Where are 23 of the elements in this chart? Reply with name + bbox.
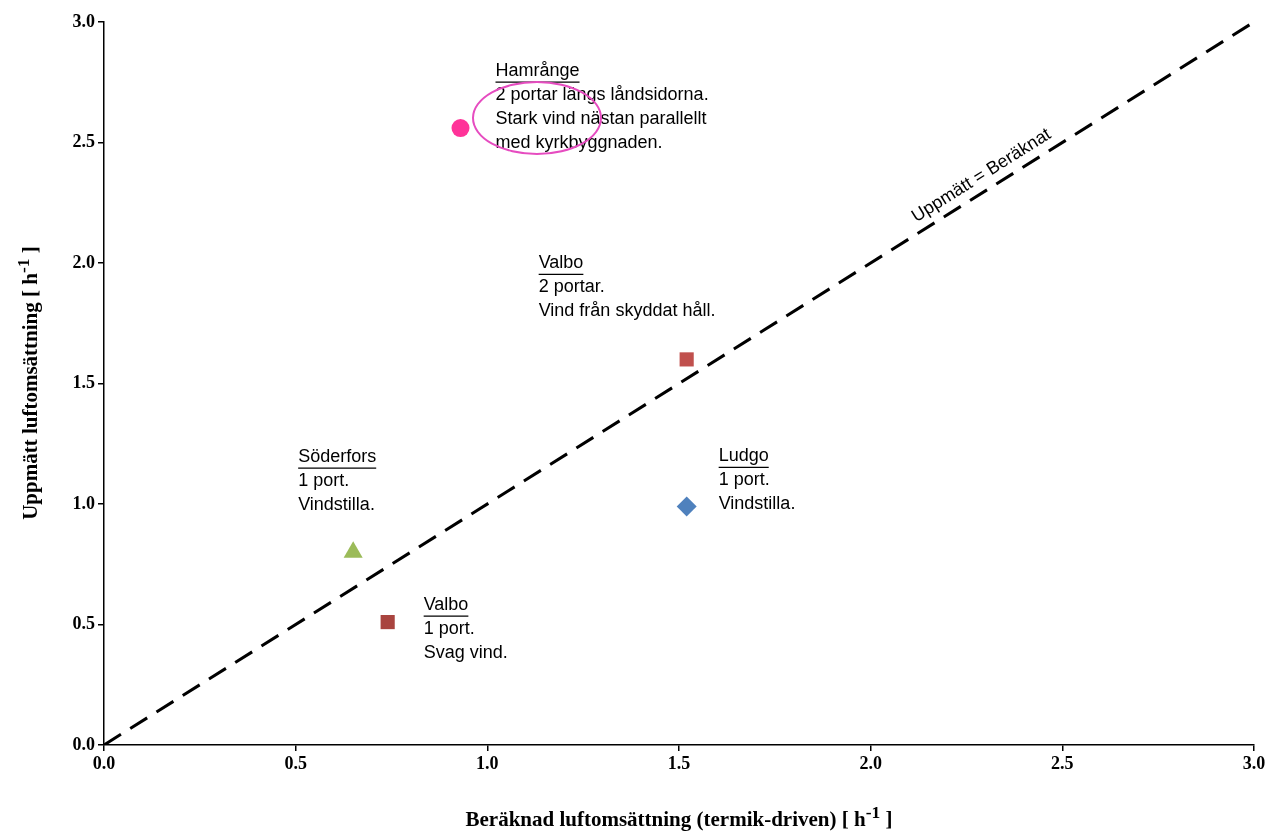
point: [676, 496, 697, 517]
point: [451, 119, 470, 138]
x-tick-label: 3.0: [1242, 753, 1266, 774]
y-tick-label: 0.5: [72, 613, 95, 634]
x-axis-title: Beräknad luftomsättning (termik-driven) [ h$^{-1}$ ]: [465, 801, 893, 831]
x-tick-label: 2.0: [859, 753, 882, 774]
y-tick-label: 2.5: [72, 131, 95, 152]
x-tick-label: 1.5: [667, 753, 691, 774]
x-tick-label: 0.5: [284, 753, 307, 774]
annotation: Söderfors 1 port. Vindstilla.: [298, 446, 377, 515]
y-tick-label: 2.0: [72, 251, 95, 272]
y-tick-label: 1.0: [72, 492, 95, 513]
x-tick-label: 1.0: [476, 753, 499, 774]
point: [679, 352, 694, 367]
annotation: Ludgo 1 port. Vindstilla.: [718, 445, 796, 514]
y-tick-label: 0.0: [72, 733, 95, 754]
point: [380, 615, 395, 630]
annotation: Valbo 1 port. Svag vind.: [423, 594, 508, 663]
annotation: Valbo 2 portar. Vind från skyddat håll.: [538, 252, 716, 321]
x-tick-label: 0.0: [92, 753, 116, 774]
y-tick-label: 1.5: [72, 372, 95, 393]
x-tick-label: 2.5: [1051, 753, 1074, 774]
y-tick-label: 3.0: [72, 10, 95, 31]
